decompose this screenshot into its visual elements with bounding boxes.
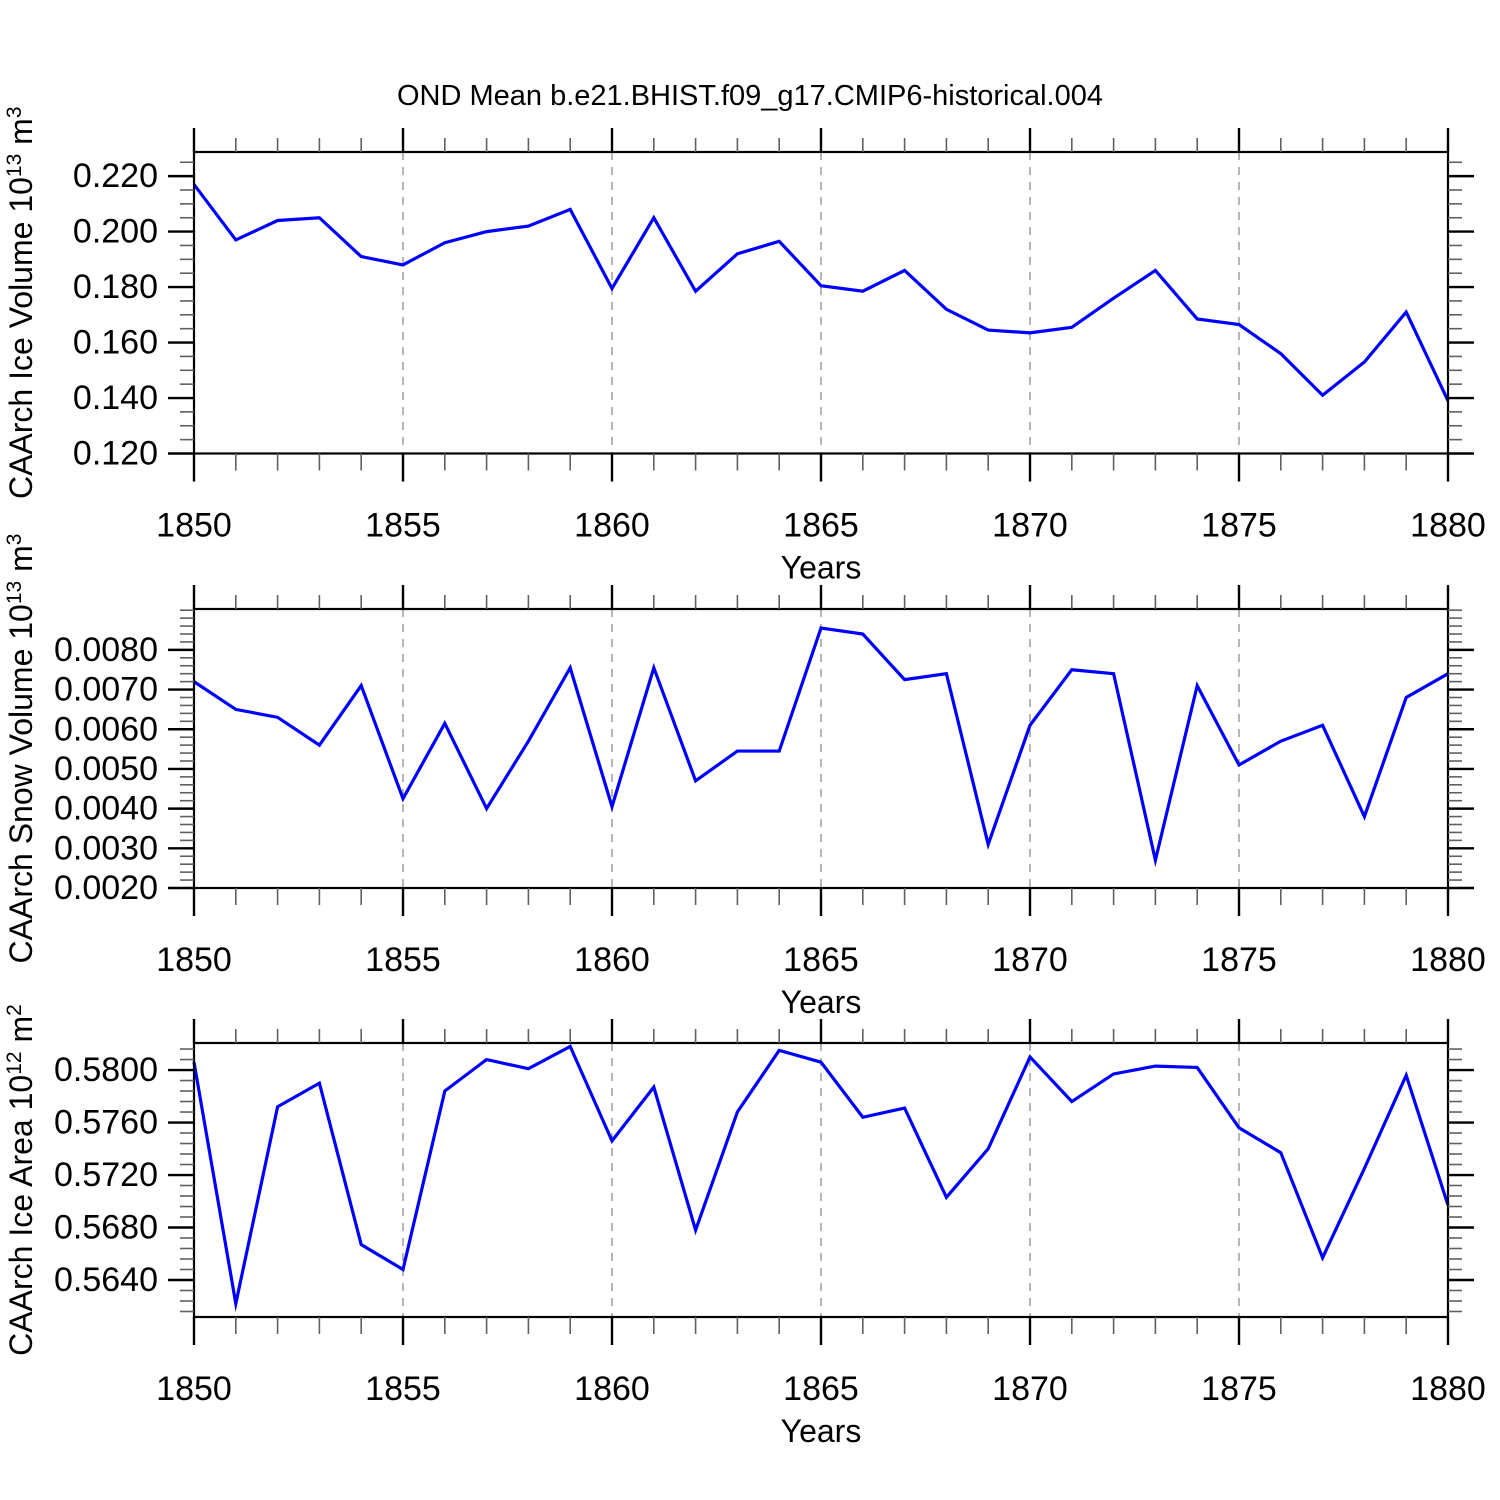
y-tick-label: 0.200 [73, 213, 158, 251]
y-tick-label: 0.0050 [54, 750, 158, 788]
panel-2: 1850 1855 1860 1865 1870 1875 1880 0.00200.0030… [3, 534, 1486, 1020]
x-tick-label: 1855 [365, 941, 441, 979]
y-axis-title: CAArch Ice Area 1012 m2 [3, 1004, 39, 1356]
y-tick-label: 0.0020 [54, 869, 158, 907]
y-axis-title: CAArch Snow Volume 1013 m3 [3, 534, 39, 964]
y-tick-label: 0.5720 [54, 1156, 158, 1194]
y-tick-label: 0.0060 [54, 710, 158, 748]
x-tick-label: 1850 [156, 941, 232, 979]
x-tick-label: 1870 [992, 507, 1068, 545]
y-tick-label: 0.120 [73, 435, 158, 473]
y-tick-label: 0.180 [73, 268, 158, 306]
panel-3: 1850 1855 1860 1865 1870 1875 1880 0.5640 0.5680… [3, 1004, 1486, 1449]
x-tick-label: 1865 [783, 941, 859, 979]
y-tick-label: 0.220 [73, 157, 158, 195]
y-tick-label: 0.140 [73, 379, 158, 417]
y-tick-label: 0.5760 [54, 1104, 158, 1142]
data-line [192, 1044, 1450, 1313]
x-tick-label: 1880 [1410, 1370, 1486, 1408]
y-tick-label: 0.0070 [54, 671, 158, 709]
x-tick-label: 1860 [574, 507, 650, 545]
x-tick-label: 1855 [365, 1370, 441, 1408]
x-tick-label: 1880 [1410, 941, 1486, 979]
x-tick-label: 1865 [783, 507, 859, 545]
x-tick-label: 1865 [783, 1370, 859, 1408]
x-tick-label: 1860 [574, 941, 650, 979]
panel-1: 1850 1855 1860 1865 1870 1875 1880 0.120 0.140 0.… [3, 106, 1486, 585]
x-tick-label: 1850 [156, 1370, 232, 1408]
x-tick-label: 1870 [992, 1370, 1068, 1408]
y-tick-label: 0.5640 [54, 1261, 158, 1299]
y-tick-label: 0.0080 [54, 631, 158, 669]
x-axis-title: Years [781, 1413, 862, 1449]
chart-title: OND Mean b.e21.BHIST.f09_g17.CMIP6-histo… [396, 80, 1103, 112]
y-tick-label: 0.0030 [54, 829, 158, 867]
x-tick-label: 1875 [1201, 507, 1277, 545]
x-tick-label: 1860 [574, 1370, 650, 1408]
x-tick-label: 1880 [1410, 507, 1486, 545]
y-tick-label: 0.160 [73, 324, 158, 362]
data-line [192, 183, 1450, 402]
y-axis-title: CAArch Ice Volume 1013 m3 [3, 106, 39, 499]
x-tick-label: 1870 [992, 941, 1068, 979]
y-tick-label: 0.0040 [54, 790, 158, 828]
y-tick-label: 0.5800 [54, 1051, 158, 1089]
x-tick-label: 1875 [1201, 941, 1277, 979]
x-axis-title: Years [781, 550, 862, 586]
y-tick-label: 0.5680 [54, 1209, 158, 1247]
x-axis-title: Years [781, 984, 862, 1020]
data-line [193, 626, 1449, 868]
x-tick-label: 1875 [1201, 1370, 1277, 1408]
x-tick-label: 1855 [365, 507, 441, 545]
x-tick-label: 1850 [156, 507, 232, 545]
